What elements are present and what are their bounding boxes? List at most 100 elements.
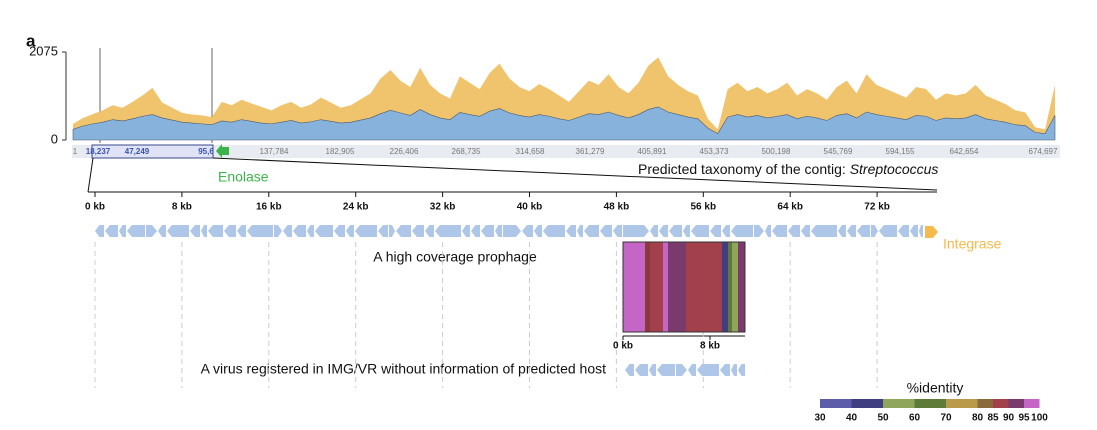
gene-arrow [293,225,306,237]
gene-arrow [801,225,810,237]
gene-arrow [274,225,282,237]
zoom-line [87,157,94,193]
gene-arrow [788,225,800,237]
gene-arrow [584,225,599,237]
ruler-label: 642,654 [950,147,979,156]
y-tick-label: 0 [51,131,58,146]
gene-arrow [847,225,856,237]
gene-arrow [657,364,675,376]
identity-frame [622,241,746,333]
gene-arrow [691,225,709,237]
gene-arrow [635,364,648,376]
gene-arrow [522,225,533,237]
identity-stripe [645,242,650,332]
legend-tick-label: 40 [846,413,858,424]
legend-swatch [993,399,1009,408]
gene-arrow [710,225,721,237]
kb-tick-label: 0 kb [85,202,105,213]
gene-arrow [754,225,764,237]
gene-arrow [481,225,494,237]
gene-arrow [471,225,480,237]
ruler-label: 361,279 [576,147,605,156]
gene-arrow [208,225,223,237]
legend-tick-label: 60 [909,413,921,424]
gene-arrow [669,225,682,237]
ruler-label: 453,373 [700,147,729,156]
identity-stripe [623,242,645,332]
ruler-selection [91,144,214,159]
ruler-label: 594,155 [886,147,915,156]
gene-arrow [731,225,753,237]
taxonomy-label: Predicted taxonomy of the contig: Strept… [638,161,938,177]
taxonomy-genus: Streptococcus [850,161,939,177]
enolase-label: Enolase [218,169,269,185]
kb-tick-label: 48 kb [604,202,630,213]
legend-swatch [914,399,946,408]
ruler-label: 314,658 [516,147,545,156]
gene-arrow [566,225,576,237]
kb-tick-label: 16 kb [256,202,282,213]
legend-swatch [977,399,993,408]
legend-tick-label: 95 [1018,413,1030,424]
kb-tick-label: 24 kb [343,202,369,213]
ruler-label: 674,697 [1029,147,1058,156]
ruler-label: 95,6 [198,147,214,156]
ruler-label: 137,784 [260,147,289,156]
gene-arrow [613,225,622,237]
identity-stripe [738,242,745,332]
gene-arrow [167,225,189,237]
gene-arrow [201,225,207,237]
legend-tick-label: 80 [972,413,984,424]
gene-arrow [396,225,411,237]
legend-tick-label: 85 [987,413,999,424]
gene-arrow [127,225,145,237]
kb-tick-label: 32 kb [430,202,456,213]
kb-tick-label: 72 kb [864,202,890,213]
ruler-label: 500,198 [762,147,791,156]
gene-arrow [898,225,909,237]
ruler-bar [72,145,1060,158]
gene-arrow [720,364,730,376]
gene-arrow [237,225,246,237]
gene-arrow [95,225,104,237]
legend-swatch [820,399,852,408]
gene-arrow [307,225,314,237]
gene-arrow [224,225,236,237]
prophage-label: A high coverage prophage [373,249,537,265]
taxonomy-prefix: Predicted taxonomy of the contig: [638,161,850,177]
gene-arrow [910,225,918,237]
integrase-arrow [925,226,938,238]
legend-tick-label: 90 [1003,413,1015,424]
gene-arrow [772,225,787,237]
gene-arrow [857,225,870,237]
gene-arrow [119,225,126,237]
gene-arrow [879,225,897,237]
enolase-arrow [216,144,229,158]
gene-arrow [378,225,388,237]
gene-arrow [315,225,333,237]
gene-arrow [722,225,730,237]
inset-tick-label: 8 kb [700,341,720,352]
gene-arrow [146,225,157,237]
gene-arrow [346,225,354,237]
zoom-line [212,157,938,191]
kb-tick-label: 40 kb [517,202,543,213]
gene-arrow [623,225,649,237]
ruler-label: 405,891 [638,147,667,156]
legend-swatch [883,399,915,408]
y-tick-label: 2075 [29,43,58,58]
gene-arrow [731,364,737,376]
gene-arrow [355,225,377,237]
identity-stripe [650,242,663,332]
kb-tick-label: 8 kb [172,202,192,213]
gene-arrow [577,225,583,237]
virus-label: A virus registered in IMG/VR without inf… [201,361,607,377]
ruler-label: 545,769 [824,147,853,156]
gene-arrow [158,225,166,237]
gene-arrow [765,225,771,237]
gene-arrow [697,364,719,376]
identity-stripe [728,242,732,332]
gene-arrow [838,225,846,237]
identity-stripe [732,242,738,332]
